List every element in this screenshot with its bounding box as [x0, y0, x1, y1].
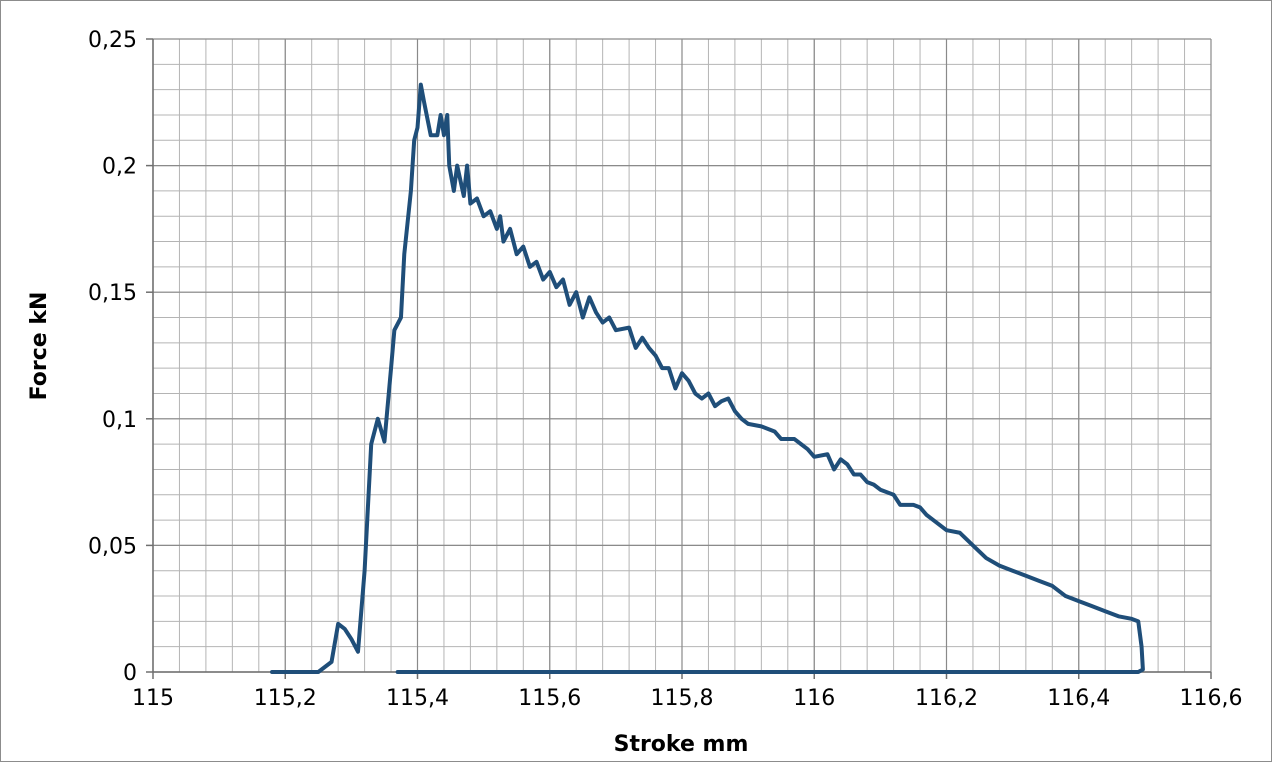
- x-tick-label: 116,6: [1180, 686, 1243, 711]
- y-tick-label: 0,25: [88, 28, 137, 53]
- series-line: [270, 82, 1145, 674]
- y-tick-label: 0,05: [88, 534, 137, 559]
- axes-layer: [146, 38, 1212, 679]
- grid-layer: [152, 38, 1212, 673]
- y-tick-label: 0,15: [88, 281, 137, 306]
- y-tick-label: 0,2: [102, 155, 137, 180]
- x-tick-label: 116,2: [915, 686, 978, 711]
- series-layer: [270, 82, 1145, 674]
- x-tick-label: 115,8: [651, 686, 714, 711]
- y-axis-title: Force kN: [27, 292, 52, 401]
- x-tick-label: 116,4: [1047, 686, 1110, 711]
- x-tick-label: 115: [132, 686, 174, 711]
- x-tick-label: 116: [793, 686, 835, 711]
- x-axis-title: Stroke mm: [614, 732, 749, 757]
- x-tick-label: 115,6: [518, 686, 581, 711]
- x-tick-label: 115,2: [254, 686, 317, 711]
- labels-layer: 115 115,2 115,4 115,6 115,8 116 116,2 116,4 116,…: [88, 28, 1242, 711]
- x-tick-label: 115,4: [386, 686, 449, 711]
- y-tick-label: 0,1: [102, 408, 137, 433]
- y-tick-label: 0: [123, 661, 137, 686]
